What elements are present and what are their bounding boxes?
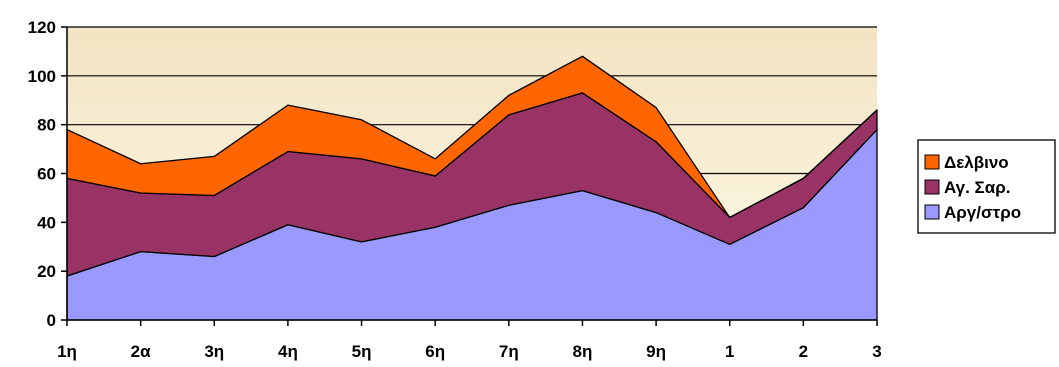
legend-swatch — [924, 204, 940, 220]
x-tick-label: 1 — [725, 342, 734, 361]
x-tick-label: 5η — [352, 342, 372, 361]
y-tick-label: 0 — [47, 311, 56, 330]
x-tick-label: 2 — [799, 342, 808, 361]
x-tick-label: 6η — [425, 342, 445, 361]
y-tick-label: 20 — [37, 262, 56, 281]
legend: Δελβινο Αγ. Σαρ. Αργ/στρο — [917, 139, 1056, 234]
x-tick-label: 3 — [872, 342, 881, 361]
x-tick-label: 3η — [204, 342, 224, 361]
legend-label: Δελβινο — [944, 153, 1009, 172]
x-tick-label: 2α — [131, 342, 151, 361]
series-area-2 — [66, 55, 878, 219]
legend-label: Αγ. Σαρ. — [944, 178, 1010, 197]
y-tick-label: 80 — [37, 116, 56, 135]
x-tick-label: 4η — [278, 342, 298, 361]
y-tick-label: 100 — [28, 67, 56, 86]
x-tick-label: 7η — [499, 342, 519, 361]
y-axis: 0 20 40 60 80 100 120 — [28, 18, 68, 330]
legend-swatch — [924, 154, 940, 170]
y-tick-label: 120 — [28, 18, 56, 37]
x-tick-label: 9η — [646, 342, 666, 361]
x-axis: 1η 2α 3η 4η 5η 6η 7η 8η 9η 1 2 3 — [57, 319, 882, 361]
legend-box — [917, 139, 1056, 234]
legend-label: Αργ/στρο — [944, 203, 1021, 222]
y-tick-label: 40 — [37, 213, 56, 232]
x-tick-label: 1η — [57, 342, 77, 361]
x-tick-label: 8η — [573, 342, 593, 361]
legend-swatch — [924, 179, 940, 195]
series-areas — [66, 55, 878, 321]
y-tick-label: 60 — [37, 165, 56, 184]
